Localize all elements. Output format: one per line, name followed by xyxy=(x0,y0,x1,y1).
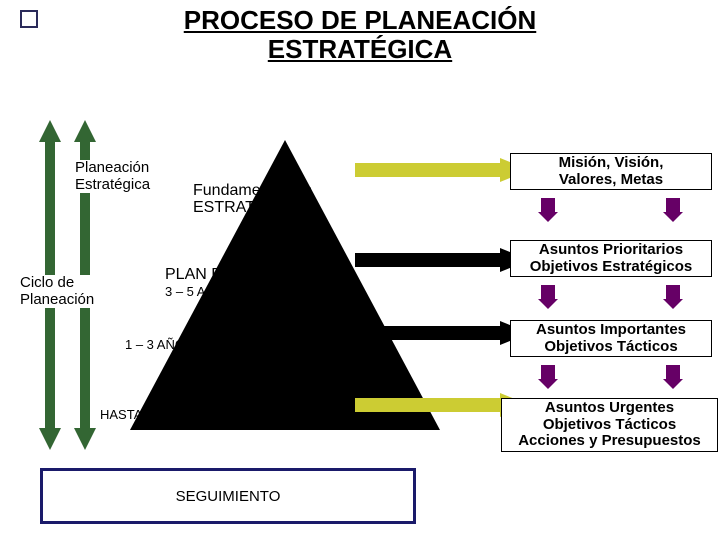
arrow2-up xyxy=(74,120,96,142)
page-title: PROCESO DE PLANEACIÓN ESTRATÉGICA xyxy=(0,6,720,63)
rbox-2: Asuntos Prioritarios Objetivos Estratégi… xyxy=(510,240,712,277)
title-line1: PROCESO DE PLANEACIÓN xyxy=(184,5,537,35)
title-line2: ESTRATÉGICA xyxy=(268,34,452,64)
label-ciclo-l1: Ciclo de xyxy=(20,274,74,291)
rbox1-l1: Misión, Visión, xyxy=(559,154,664,171)
rbox4-l3: Acciones y Presupuestos xyxy=(518,432,701,449)
pyr-l4-label: PLAN DE OPERACIONES xyxy=(165,374,379,394)
seguimiento-label: SEGUIMIENTO xyxy=(176,488,281,505)
arrow1-down xyxy=(39,428,61,450)
rbox-3: Asuntos Importantes Objetivos Tácticos xyxy=(510,320,712,357)
label-ciclo: Ciclo de Planeación xyxy=(20,275,94,308)
rbox4-l2: Objetivos Tácticos xyxy=(543,416,676,433)
pyr-l4-time: HASTA 1 AÑO xyxy=(100,408,184,422)
pyr-level2: PLAN DE LARGO PLAZO 3 – 5 AÑOS xyxy=(165,267,351,301)
seguimiento-box: SEGUIMIENTO xyxy=(40,468,416,524)
pyr-l2-label: PLAN DE LARGO PLAZO xyxy=(165,266,351,283)
arrow2-down xyxy=(74,428,96,450)
mini-arrow-2a xyxy=(541,285,555,299)
mini-arrow-3b xyxy=(666,365,680,379)
rbox3-l2: Objetivos Tácticos xyxy=(544,338,677,355)
arrow1-up xyxy=(39,120,61,142)
rbox4-l1: Asuntos Urgentes xyxy=(545,399,674,416)
mini-arrow-2b xyxy=(666,285,680,299)
mini-arrow-1a xyxy=(541,198,555,212)
pyr-level1: Fundamentación ESTRATÉGICA xyxy=(193,183,312,217)
pyr-level4: PLAN DE OPERACIONES xyxy=(165,375,379,394)
label-ciclo-l2: Planeación xyxy=(20,291,94,308)
rbox2-l2: Objetivos Estratégicos xyxy=(530,258,693,275)
mini-arrow-1b xyxy=(666,198,680,212)
pyr-l1-sub: ESTRATÉGICA xyxy=(193,199,305,216)
pyr-level3: PLAN TÁCTICO xyxy=(198,320,314,337)
pyr-l3-time: 1 – 3 AÑOS xyxy=(125,338,194,352)
rbox2-l1: Asuntos Prioritarios xyxy=(539,241,683,258)
rbox3-l1: Asuntos Importantes xyxy=(536,321,686,338)
pyr-l3-label: PLAN TÁCTICO xyxy=(198,319,314,336)
rbox-1: Misión, Visión, Valores, Metas xyxy=(510,153,712,190)
rbox-4: Asuntos Urgentes Objetivos Tácticos Acci… xyxy=(501,398,718,452)
pyr-l1-label: Fundamentación xyxy=(193,182,312,199)
rbox1-l2: Valores, Metas xyxy=(559,171,663,188)
pyr-l2-time: 3 – 5 AÑOS xyxy=(165,284,234,299)
mini-arrow-3a xyxy=(541,365,555,379)
